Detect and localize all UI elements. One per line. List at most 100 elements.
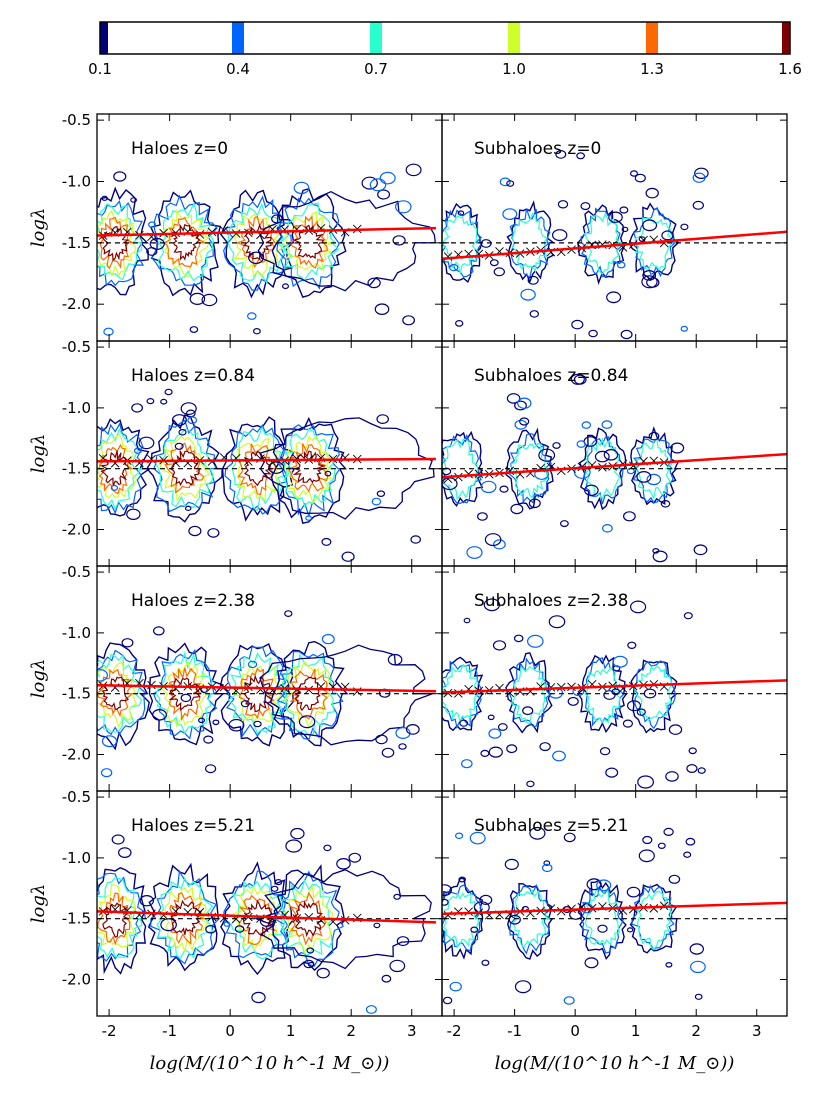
contour-island [395, 726, 411, 739]
contour-line [97, 661, 138, 729]
contour-island [153, 626, 165, 636]
contour-line [271, 187, 347, 298]
panel-subhaloes-2: Subhaloes z=0.84 [441, 340, 788, 567]
median-marker [649, 904, 659, 913]
contour-island [489, 259, 499, 267]
contour-line [97, 884, 136, 948]
contour-island [247, 660, 258, 669]
contour-island [499, 177, 511, 187]
contour-island [133, 447, 142, 454]
contour-island [605, 767, 619, 778]
contour-island [517, 397, 532, 409]
contour-island [164, 388, 173, 396]
contour-island [139, 895, 154, 907]
contour-island [487, 714, 495, 721]
contour-line [233, 663, 284, 725]
contour-region [97, 388, 442, 562]
contour-line [580, 207, 626, 278]
contour-line [506, 200, 556, 284]
contour-line [507, 882, 554, 960]
contour-island [379, 171, 396, 185]
contour-line [292, 224, 324, 260]
contour-line [281, 652, 337, 736]
colorbar-tick-label: 0.7 [364, 60, 388, 78]
contour-island [563, 832, 576, 843]
contour-line [442, 215, 480, 276]
colorbar-tick-label: 1.3 [640, 60, 664, 78]
contour-line [101, 226, 130, 262]
contour-island [668, 874, 681, 884]
contour-island [160, 918, 177, 932]
contour-island [111, 834, 125, 845]
fit-line [442, 230, 787, 261]
y-axis-label: logλ [28, 208, 49, 248]
contour-island [480, 749, 490, 758]
contour-island [458, 876, 467, 883]
fit-line [97, 910, 436, 924]
x-tick-label: 0 [225, 1022, 235, 1040]
contour-line [511, 212, 548, 273]
contour-island [599, 747, 611, 756]
contour-island [648, 431, 660, 441]
contour-island [205, 764, 217, 774]
contour-island [149, 237, 165, 250]
contour-island [298, 715, 316, 729]
contour-line [99, 216, 134, 270]
contour-island [323, 844, 332, 852]
contour-line [242, 223, 272, 261]
contour-line [632, 437, 674, 504]
contour-island [519, 417, 530, 426]
contour-line [583, 212, 623, 275]
contour-line [632, 660, 677, 730]
contour-island [665, 771, 679, 782]
y-axis-labels: logλ logλ logλ logλ [28, 208, 49, 924]
contour-region [442, 373, 787, 563]
contour-island [479, 894, 493, 906]
contour-island [663, 827, 674, 837]
contour-line [243, 450, 272, 487]
contour-line [442, 656, 485, 732]
contour-line [579, 885, 625, 954]
x-tick-label: 2 [346, 1022, 356, 1040]
contour-island [602, 523, 613, 533]
contour-island [284, 610, 293, 617]
contour-island [497, 723, 508, 731]
contour-island [526, 780, 535, 788]
contour-island [285, 839, 303, 853]
contour-island [126, 508, 141, 520]
contour-line [276, 424, 342, 518]
contour-island [228, 718, 245, 732]
contour-island [361, 176, 378, 190]
contour-island [484, 533, 502, 547]
contour-island [623, 511, 636, 522]
contour-island [538, 448, 556, 462]
contour-island [442, 884, 452, 896]
contour-island [306, 947, 315, 954]
panel-title: Subhaloes z=5.21 [474, 816, 628, 836]
contour-line [583, 657, 626, 727]
contour-island [248, 251, 264, 264]
contour-island [690, 960, 706, 974]
fit-line [97, 683, 436, 693]
fit-line [442, 901, 787, 916]
contour-island [514, 400, 527, 411]
contour-island [697, 767, 706, 774]
contour-line [636, 890, 672, 951]
contour-island [442, 898, 449, 906]
contour-island [629, 600, 647, 614]
contour-island [469, 831, 486, 845]
contour-island [282, 283, 290, 290]
contour-line [282, 428, 336, 508]
contour-region [97, 163, 442, 336]
contour-island [668, 724, 683, 735]
contour-island [174, 442, 184, 450]
contour-island [522, 706, 534, 716]
median-marker [464, 907, 473, 917]
y-tick-label: -1.0 [62, 399, 91, 417]
contour-line [259, 644, 433, 746]
contour-island [645, 187, 659, 199]
contour-island [606, 291, 622, 304]
y-tick-label: -0.5 [62, 111, 91, 129]
colorbar-swatch [782, 22, 790, 54]
contour-island [398, 743, 407, 750]
